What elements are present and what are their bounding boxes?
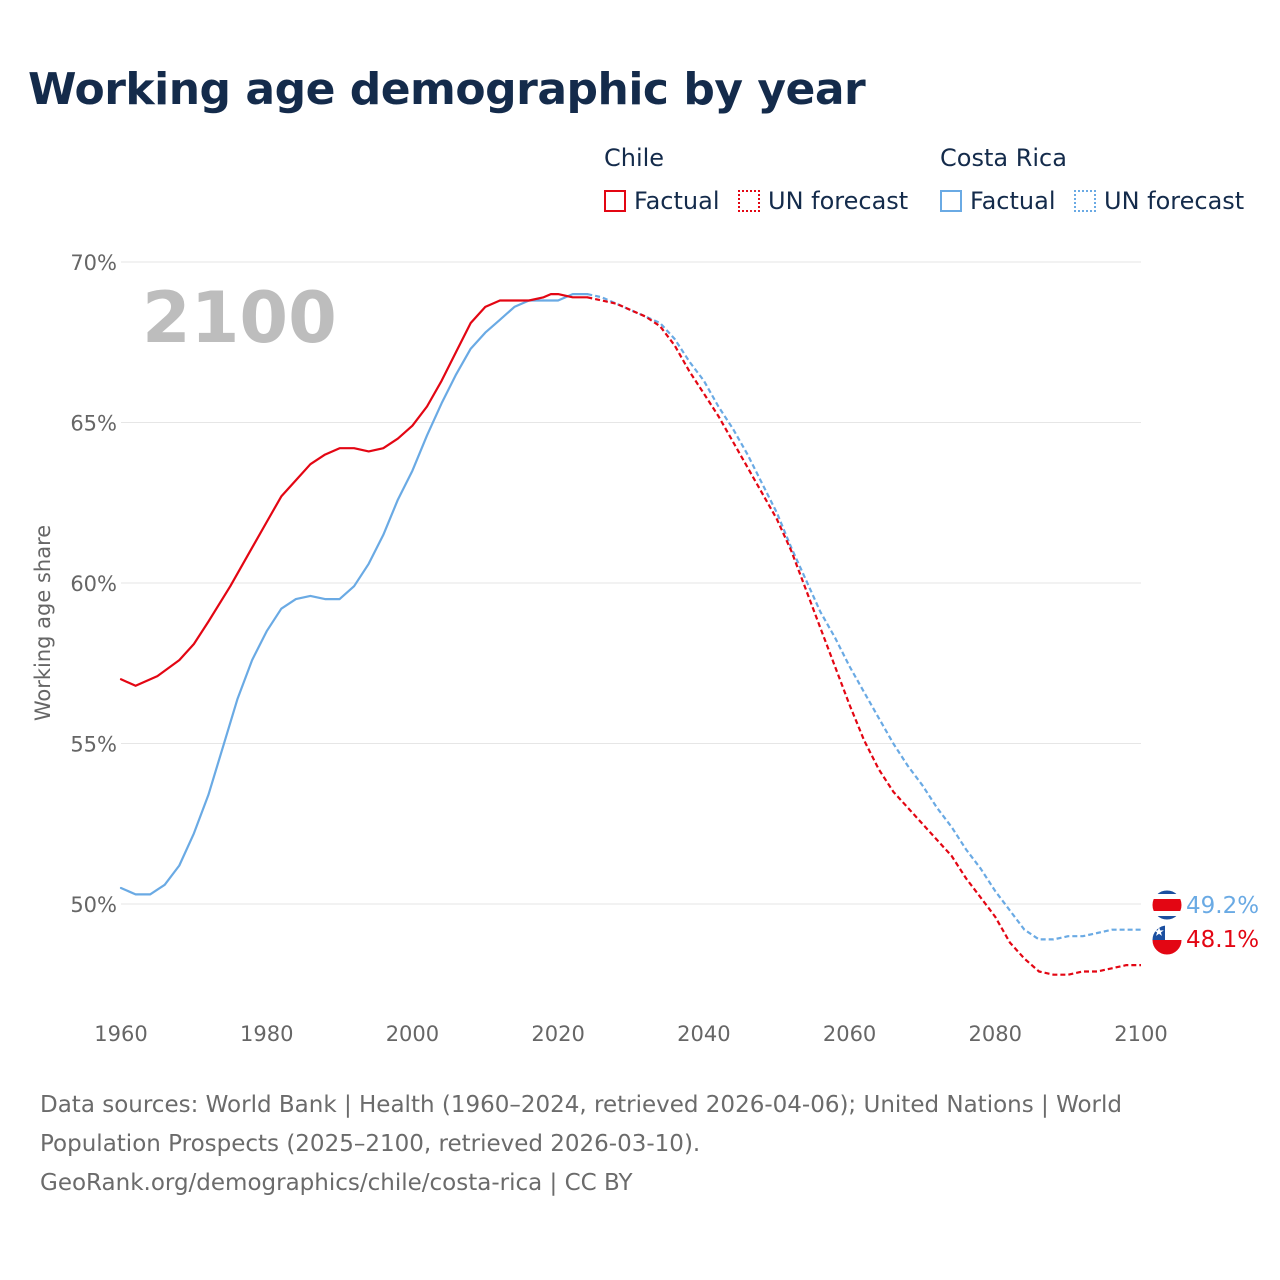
legend-chile-forecast-swatch [738,190,760,212]
footer-url[interactable]: GeoRank.org/demographics/chile/costa-ric… [40,1170,633,1196]
x-tick-label: 2040 [677,1022,730,1046]
legend-costa-rica-forecast-swatch [1074,190,1096,212]
x-tick-label: 2100 [1114,1022,1167,1046]
footer-sources: Data sources: World Bank | Health (1960–… [40,1092,1122,1157]
y-tick-label: 55% [70,733,117,757]
year-display: 2100 [142,277,337,359]
legend-costa-rica-title: Costa Rica [940,144,1067,172]
legend-chile-factual[interactable]: Factual [604,186,720,216]
legend-chile-title: Chile [604,144,665,172]
legend-chile-forecast-label: UN forecast [768,187,909,215]
y-tick-label: 70% [70,251,117,275]
legend-costa-rica-forecast[interactable]: UN forecast [1074,186,1244,216]
chile-factual-line[interactable] [119,293,589,687]
series-lines [119,293,1141,976]
chile-flag-icon [1151,924,1183,956]
footer: Data sources: World Bank | Health (1960–… [40,1086,1160,1203]
legend-costa-rica-factual[interactable]: Factual [940,186,1056,216]
legend-costa-rica-forecast-label: UN forecast [1104,187,1245,215]
line-chart: 50% 55% 60% 65% 70% 1960 1980 2000 2020 2040 2060… [31,251,1259,1046]
x-tick-label: 2060 [823,1022,876,1046]
costa-rica-end-value: 49.2% [1186,893,1259,919]
costa-rica-flag-icon [1151,889,1183,921]
chile-end-value: 48.1% [1186,927,1259,953]
y-axis-ticks: 50% 55% 60% 65% 70% [70,251,117,917]
y-tick-label: 65% [70,412,117,436]
x-axis-ticks: 1960 1980 2000 2020 2040 2060 2080 2100 [94,1022,1167,1046]
x-tick-label: 1960 [94,1022,147,1046]
chile-forecast-line[interactable] [587,296,1141,976]
legend-costa-rica-factual-swatch [940,190,962,212]
costa-rica-forecast-line[interactable] [587,293,1141,941]
legend-costa-rica-factual-label: Factual [970,187,1056,215]
chart-title: Working age demographic by year [28,64,866,115]
legend-chile-forecast[interactable]: UN forecast [738,186,908,216]
y-axis-label: Working age share [31,525,55,721]
x-tick-label: 2080 [969,1022,1022,1046]
y-tick-label: 50% [70,893,117,917]
x-tick-label: 2000 [386,1022,439,1046]
gridlines [121,261,1141,905]
costa-rica-factual-line[interactable] [119,293,589,896]
legend-chile-factual-swatch [604,190,626,212]
x-tick-label: 1980 [240,1022,293,1046]
legend-chile-factual-label: Factual [634,187,720,215]
y-tick-label: 60% [70,572,117,596]
x-tick-label: 2020 [531,1022,584,1046]
